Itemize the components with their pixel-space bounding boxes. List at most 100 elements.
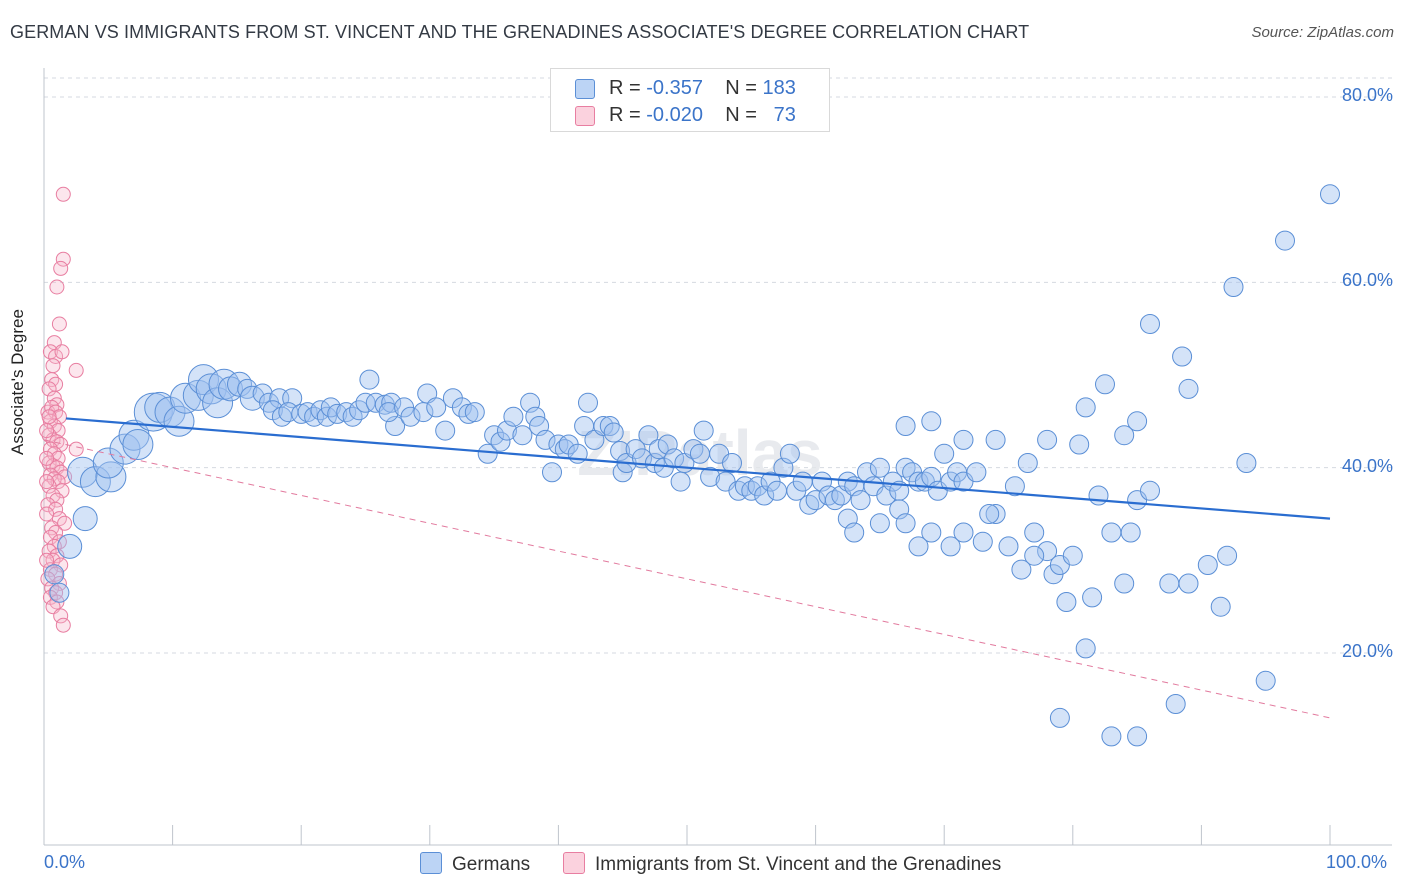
germans-point-185 [1075, 638, 1096, 659]
immigrants-point-38 [50, 474, 66, 490]
germans-point-19 [202, 387, 234, 419]
r-value-immigrants: -0.020 [646, 104, 703, 126]
stats-legend: R = -0.357 N = 183 R = -0.020 N = 73 [550, 68, 830, 132]
germans-point-1 [49, 582, 70, 603]
germans-point-194 [1024, 545, 1045, 566]
germans-point-122 [869, 457, 890, 478]
germans-point-85 [638, 425, 659, 446]
n-value-germans: 183 [762, 77, 796, 99]
stats-immigrants-text: R = -0.020 N = 73 [609, 104, 796, 127]
germans-point-167 [1114, 425, 1135, 446]
germans-point-161 [1140, 480, 1160, 501]
germans-point-9 [118, 419, 150, 451]
germans-point-186 [1049, 707, 1070, 728]
germans-point-182 [1275, 230, 1295, 251]
chart-title: GERMAN VS IMMIGRANTS FROM ST. VINCENT AN… [10, 22, 1030, 42]
germans-point-80 [610, 441, 631, 461]
n-label: N = [725, 77, 763, 99]
germans-point-193 [1004, 476, 1025, 497]
germans-point-188 [1127, 726, 1148, 747]
source-credit: Source: ZipAtlas.com [1251, 24, 1394, 41]
germans-point-69 [542, 462, 562, 483]
immigrants-point-72 [39, 552, 55, 568]
germans-point-95 [693, 420, 714, 441]
germans-point-145 [972, 531, 993, 552]
y-tick-label-60: 60.0% [1341, 270, 1393, 291]
stats-row-immigrants: R = -0.020 N = 73 [551, 101, 829, 127]
germans-point-91 [670, 471, 691, 492]
r-label: R = [609, 77, 647, 99]
germans-point-0 [44, 564, 65, 585]
germans-point-3 [72, 506, 98, 532]
germans-point-147 [998, 536, 1019, 557]
germans-point-137 [844, 522, 865, 543]
germans-point-77 [593, 416, 614, 436]
immigrants-point-71 [39, 506, 55, 522]
germans-point-168 [1095, 374, 1115, 395]
germans-point-53 [426, 397, 447, 418]
germans-point-23 [237, 378, 258, 399]
y-axis-label: Associate's Degree [8, 309, 27, 455]
germans-point-76 [584, 429, 605, 450]
germans-point-169 [1075, 397, 1096, 418]
germans-point-68 [535, 429, 556, 450]
germans-point-173 [953, 429, 974, 450]
legend-swatch-immigrants [563, 852, 585, 874]
germans-point-162 [1159, 573, 1180, 594]
germans-point-99 [722, 453, 742, 473]
immigrants-point-70 [39, 474, 55, 490]
legend-swatch-germans [420, 852, 442, 874]
germans-point-191 [966, 462, 987, 483]
immigrants-point-69 [39, 450, 55, 466]
germans-point-155 [1082, 587, 1103, 608]
grid-layer [44, 77, 1392, 654]
germans-point-179 [1178, 378, 1199, 399]
germans-point-154 [1062, 545, 1083, 566]
germans-point-178 [1172, 346, 1193, 367]
germans-point-52 [417, 383, 438, 404]
immigrants-point-68 [39, 423, 55, 439]
germans-point-87 [648, 439, 669, 460]
germans-point-144 [953, 522, 974, 543]
germans-point-156 [1088, 485, 1109, 506]
germans-point-59 [477, 443, 498, 464]
immigrants-point-28 [68, 441, 84, 457]
germans-point-184 [1037, 429, 1058, 450]
trend-lines [43, 417, 1331, 719]
y-tick-label-80: 80.0% [1341, 85, 1393, 105]
germans-point-165 [1210, 596, 1231, 617]
r-value-germans: -0.357 [646, 77, 703, 99]
germans-point-172 [985, 429, 1006, 450]
series-germans-points [44, 184, 1340, 747]
germans-point-2 [57, 533, 83, 559]
germans-point-149 [1024, 522, 1045, 543]
legend-item-germans: Germans [420, 852, 530, 876]
germans-point-50 [400, 406, 421, 427]
immigrants-point-13 [41, 381, 57, 397]
r-label: R = [609, 104, 647, 126]
germans-point-10 [122, 429, 154, 460]
stats-germans-text: R = -0.357 N = 183 [609, 77, 796, 100]
germans-point-43 [359, 369, 380, 390]
germans-point-110 [792, 471, 813, 492]
germans-point-150 [1037, 541, 1058, 562]
axes-layer [43, 68, 1392, 846]
germans-point-143 [940, 536, 961, 557]
germans-point-7 [92, 447, 124, 479]
legend-item-immigrants: Immigrants from St. Vincent and the Gren… [563, 852, 1001, 876]
germans-point-180 [1223, 277, 1244, 297]
germans-point-158 [1114, 573, 1135, 594]
immigrants-point-10 [68, 362, 84, 378]
germans-point-153 [1056, 592, 1077, 612]
germans-point-174 [921, 411, 942, 432]
germans-point-142 [921, 522, 942, 543]
germans-point-79 [603, 422, 624, 443]
immigrants-point-66 [55, 617, 71, 633]
germans-point-4 [67, 456, 99, 488]
germans-point-192 [979, 504, 1000, 524]
germans-point-94 [689, 443, 710, 464]
germans-point-175 [895, 416, 916, 436]
germans-point-108 [779, 443, 800, 464]
germans-point-146 [985, 504, 1006, 524]
